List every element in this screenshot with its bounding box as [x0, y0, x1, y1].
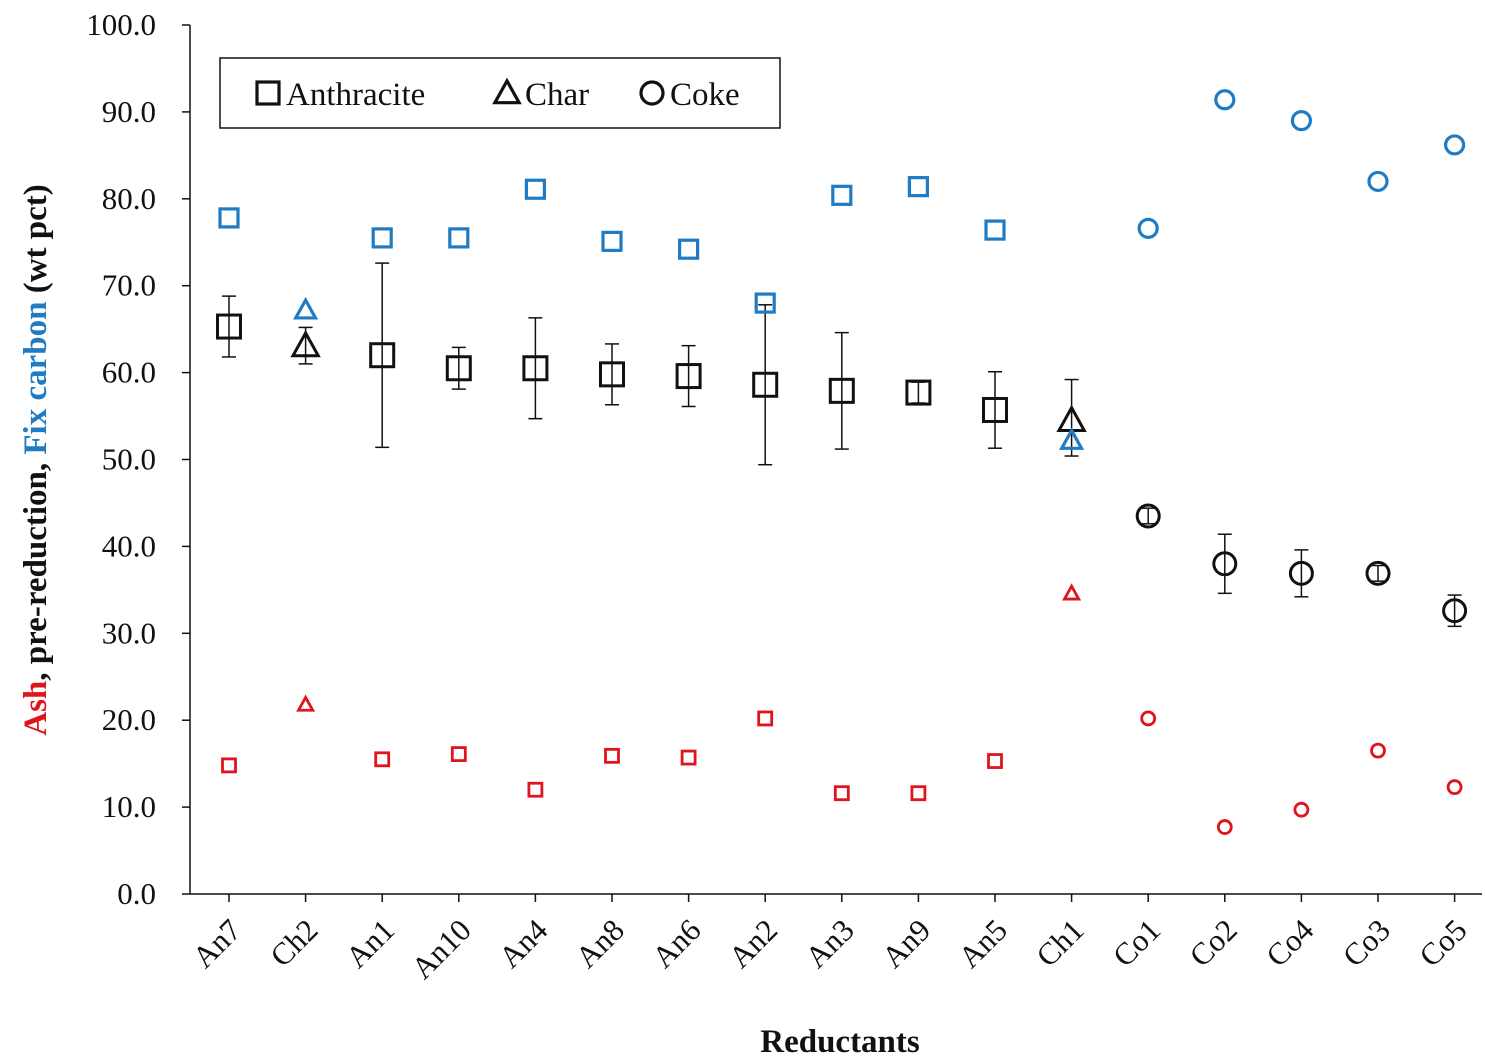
ash-point	[987, 753, 1003, 769]
fix-carbon-point	[754, 292, 776, 314]
fix-carbon-point	[448, 227, 470, 249]
y-tick-label: 90.0	[102, 94, 156, 129]
ash-point	[1293, 801, 1310, 818]
pre-reduction-point	[828, 377, 855, 404]
legend-triangle-icon	[492, 77, 522, 105]
y-axis-title-part: (wt pct)	[18, 184, 54, 301]
fix-carbon-point	[1290, 109, 1313, 132]
y-tick-label: 80.0	[102, 181, 156, 216]
fix-carbon-point	[292, 296, 319, 320]
ash-point	[450, 746, 467, 762]
ash-point	[604, 747, 620, 764]
legend-label: Coke	[670, 77, 740, 113]
y-ticks: 0.0 10.0 20.0 30.0 40.0 50.0 60.0 70.0 80.0 90.0 1…	[86, 7, 190, 911]
fix-carbon-point	[831, 184, 853, 206]
ash-point	[910, 785, 927, 802]
pre-reduction-point	[905, 379, 932, 406]
legend-label: Anthracite	[286, 77, 425, 113]
x-tick-label: Ch2	[263, 912, 324, 973]
ash-point	[374, 751, 391, 768]
fix-carbon-point	[218, 207, 240, 229]
y-tick-label: 60.0	[102, 355, 156, 390]
x-tick-label: An10	[404, 912, 477, 985]
ash-point	[1216, 819, 1233, 835]
x-tick-label: Ch1	[1029, 912, 1090, 973]
y-axis-title-group: Ash, pre-reduction, Fix carbon (wt pct)	[18, 184, 54, 736]
data-markers	[216, 89, 1468, 835]
ash-point	[221, 757, 237, 774]
pre-reduction-point	[982, 396, 1008, 423]
x-tick-label: Co2	[1182, 912, 1243, 973]
y-axis-title: Ash, pre-reduction, Fix carbon (wt pct)	[18, 184, 54, 736]
ash-point	[1446, 779, 1463, 796]
fix-carbon-point	[1367, 170, 1389, 193]
ash-point	[833, 785, 850, 802]
x-tick-label: An7	[185, 912, 248, 975]
axes	[189, 25, 1482, 895]
legend-square-icon	[255, 80, 281, 106]
pre-reduction-point	[1135, 503, 1161, 529]
legend: Anthracite Char Coke	[219, 57, 781, 129]
x-axis-title: Reductants	[760, 1024, 920, 1058]
pre-reduction-point	[216, 313, 242, 340]
y-tick-label: 50.0	[102, 442, 156, 477]
ash-point	[1062, 583, 1082, 601]
pre-reduction-point	[1288, 560, 1314, 586]
pre-reduction-point	[752, 371, 779, 398]
fix-carbon-point	[601, 230, 623, 252]
x-tick-label: An3	[798, 912, 861, 975]
x-tick-label: An1	[339, 912, 402, 975]
x-tick-label: An9	[875, 912, 938, 975]
pre-reduction-point	[1365, 560, 1391, 586]
fix-carbon-point	[907, 176, 930, 198]
pre-reduction-point	[445, 355, 472, 382]
x-tick-label: An4	[492, 912, 555, 975]
x-tick-label: Co5	[1412, 912, 1473, 973]
ash-point	[527, 781, 544, 798]
pre-reduction-point	[599, 361, 625, 388]
x-tick-label: An6	[645, 912, 708, 975]
fix-carbon-point	[677, 238, 700, 260]
legend-label: Char	[525, 77, 589, 113]
fix-carbon-point	[1214, 89, 1236, 111]
y-tick-label: 100.0	[86, 7, 156, 42]
x-tick-label: An8	[568, 912, 631, 975]
fix-carbon-point	[984, 219, 1006, 241]
ash-point	[1140, 710, 1157, 727]
y-tick-label: 70.0	[102, 268, 156, 303]
y-axis-title-part: Fix carbon	[18, 302, 54, 455]
pre-reduction-point	[369, 342, 396, 369]
y-tick-label: 40.0	[102, 528, 156, 563]
y-tick-label: 30.0	[102, 615, 156, 650]
y-axis-title-part: Ash	[18, 681, 54, 736]
ash-point	[680, 749, 697, 766]
y-tick-label: 20.0	[102, 702, 156, 737]
y-axis-title-part: , pre-reduction,	[18, 455, 54, 681]
pre-reduction-point	[1212, 551, 1238, 577]
ash-point	[757, 710, 774, 727]
pre-reduction-point	[675, 363, 702, 390]
fix-carbon-point	[524, 178, 547, 200]
x-tick-label: Co3	[1336, 912, 1397, 973]
x-tick-label: Co1	[1106, 912, 1167, 973]
fix-carbon-point	[371, 227, 393, 249]
error-bars	[222, 262, 1462, 628]
x-tick-label: An2	[722, 912, 785, 975]
ash-point	[296, 694, 316, 712]
fix-carbon-point	[1137, 217, 1159, 239]
pre-reduction-point	[1442, 598, 1468, 624]
y-tick-label: 0.0	[117, 876, 156, 911]
pre-reduction-point	[522, 355, 549, 382]
ash-point	[1370, 742, 1386, 759]
fix-carbon-point	[1058, 427, 1085, 450]
x-tick-label: Co4	[1259, 912, 1321, 974]
fix-carbon-point	[1443, 134, 1466, 156]
legend-circle-icon	[639, 80, 665, 106]
y-tick-label: 10.0	[102, 789, 156, 824]
pre-reduction-point	[290, 329, 321, 358]
x-ticks: An7 Ch2 An1 An10 An4 An8 An6 An2 An3 An9 An5 Ch1 Co1…	[185, 894, 1474, 986]
x-tick-label: An5	[951, 912, 1014, 975]
